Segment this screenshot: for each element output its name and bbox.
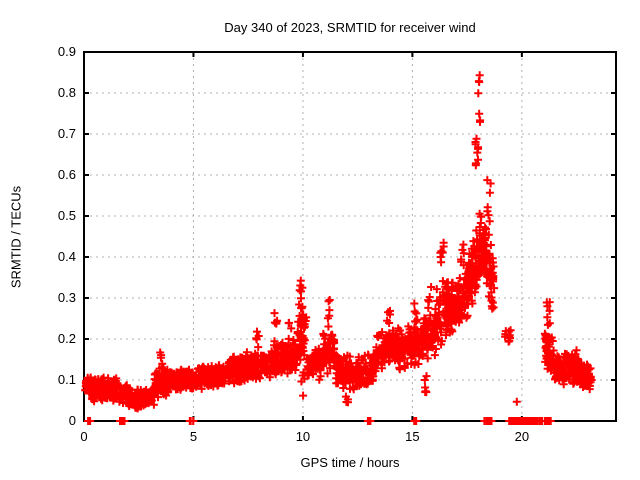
- y-tick-label: 0.1: [57, 372, 76, 387]
- x-tick-label: 0: [80, 429, 88, 444]
- x-tick-label: 10: [295, 429, 311, 444]
- y-tick-label: 0.9: [57, 44, 76, 59]
- x-tick-label: 5: [189, 429, 198, 444]
- chart-title: Day 340 of 2023, SRMTID for receiver win…: [224, 20, 476, 35]
- x-tick-label: 20: [514, 429, 530, 444]
- y-tick-label: 0.2: [57, 331, 76, 346]
- x-tick-label: 15: [405, 429, 420, 444]
- y-tick-label: 0.7: [57, 126, 76, 141]
- y-tick-label: 0.4: [57, 249, 76, 264]
- x-axis-label: GPS time / hours: [300, 455, 400, 470]
- y-tick-label: 0: [68, 413, 76, 428]
- y-tick-label: 0.5: [57, 208, 76, 223]
- scatter-series-wind: [81, 71, 596, 425]
- plot-border: [83, 51, 617, 422]
- y-tick-label: 0.6: [57, 167, 76, 182]
- y-tick-label: 0.8: [57, 85, 76, 100]
- y-tick-label: 0.3: [57, 290, 76, 305]
